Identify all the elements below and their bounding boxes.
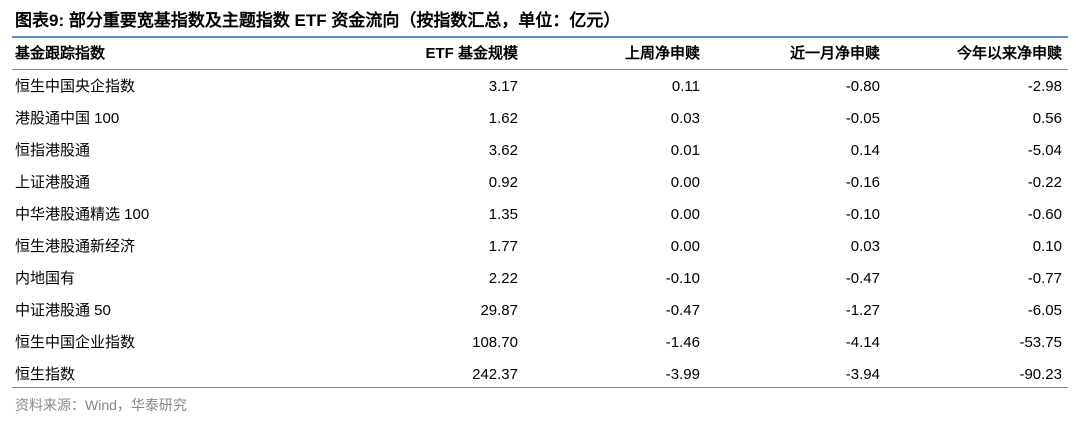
- value-cell: -4.14: [845, 334, 880, 351]
- value-cell: 108.70: [472, 334, 518, 351]
- row-label: 恒生港股通新经济: [15, 238, 136, 255]
- value-cell: 2.22: [488, 270, 518, 287]
- value-cell: 0.00: [670, 206, 700, 223]
- row-label: 上证港股通: [15, 174, 91, 191]
- value-cell: 0.56: [1032, 110, 1062, 127]
- value-cell: -53.75: [1019, 334, 1062, 351]
- row-label: 恒指港股通: [15, 142, 91, 159]
- value-cell: -1.46: [665, 334, 700, 351]
- value-cell: -0.60: [1027, 206, 1062, 223]
- value-cell: -1.27: [845, 302, 880, 319]
- header-cell: ETF 基金规模: [425, 45, 519, 62]
- value-cell: 0.10: [1032, 238, 1062, 255]
- row-label: 恒生指数: [15, 366, 76, 383]
- value-cell: -3.94: [845, 366, 880, 383]
- value-cell: 0.92: [488, 174, 518, 191]
- top-rule: [12, 36, 1068, 38]
- value-cell: -0.80: [845, 78, 880, 95]
- row-label: 中证港股通 50: [15, 302, 111, 319]
- value-cell: 0.01: [670, 142, 700, 159]
- value-cell: 0.11: [671, 78, 700, 95]
- value-cell: -3.99: [665, 366, 700, 383]
- row-label: 中华港股通精选 100: [15, 206, 150, 223]
- value-cell: 0.00: [670, 174, 700, 191]
- value-cell: 0.14: [850, 142, 880, 159]
- value-cell: -0.10: [665, 270, 700, 287]
- source: 资料来源：Wind，华泰研究: [15, 397, 187, 413]
- header-rule: [12, 69, 1068, 70]
- value-cell: -0.22: [1027, 174, 1062, 191]
- value-cell: -0.47: [665, 302, 700, 319]
- row-label: 恒生中国央企指数: [15, 78, 136, 95]
- value-cell: 1.77: [488, 238, 518, 255]
- value-cell: -6.05: [1027, 302, 1062, 319]
- value-cell: -0.16: [845, 174, 880, 191]
- value-cell: 1.35: [488, 206, 518, 223]
- header-cell: 上周净申赎: [624, 45, 700, 62]
- value-cell: 3.17: [488, 78, 518, 95]
- value-cell: -0.77: [1027, 270, 1062, 287]
- value-cell: -90.23: [1019, 366, 1062, 383]
- row-label: 内地国有: [15, 270, 76, 287]
- value-cell: 0.00: [670, 238, 700, 255]
- value-cell: -0.10: [845, 206, 880, 223]
- header-cell: 今年以来净申赎: [956, 45, 1062, 62]
- row-label: 港股通中国 100: [15, 110, 120, 127]
- value-cell: 242.37: [472, 366, 518, 383]
- value-cell: 3.62: [488, 142, 518, 159]
- value-cell: -5.04: [1027, 142, 1062, 159]
- value-cell: 29.87: [480, 302, 518, 319]
- header-cell: 近一月净申赎: [789, 45, 880, 62]
- value-cell: -2.98: [1027, 78, 1062, 95]
- value-cell: 0.03: [850, 238, 880, 255]
- value-cell: 0.03: [670, 110, 700, 127]
- value-cell: 1.62: [488, 110, 518, 127]
- title: 图表9: 部分重要宽基指数及主题指数 ETF 资金流向（按指数汇总，单位：亿元）: [15, 11, 621, 30]
- value-cell: -0.05: [845, 110, 880, 127]
- header-cell: 基金跟踪指数: [15, 45, 106, 62]
- row-label: 恒生中国企业指数: [15, 334, 136, 351]
- value-cell: -0.47: [845, 270, 880, 287]
- bottom-rule: [12, 387, 1068, 388]
